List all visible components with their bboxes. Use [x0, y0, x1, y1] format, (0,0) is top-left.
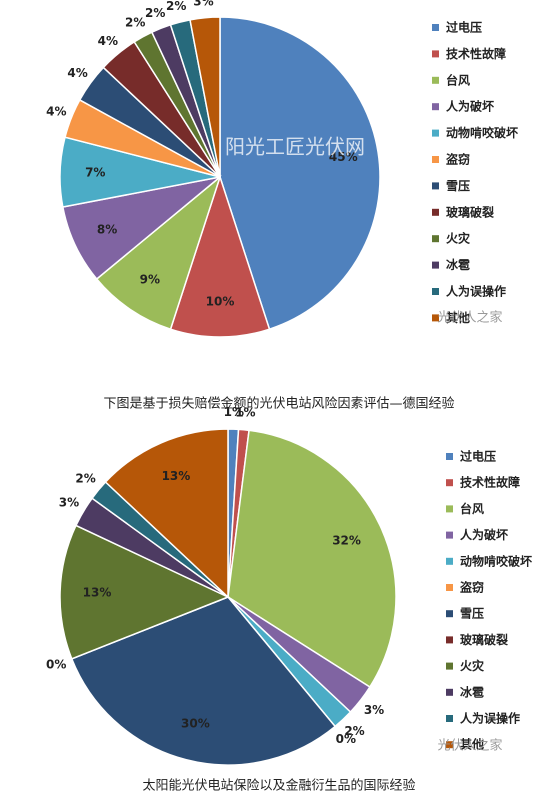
pie-slice: [70, 596, 337, 766]
data-label: 4%: [67, 66, 87, 80]
legend-label: 过电压: [460, 449, 496, 464]
legend-swatch: [446, 479, 453, 487]
legend-swatch: [446, 531, 453, 539]
data-label: 2%: [145, 6, 165, 20]
legend-swatch: [432, 76, 439, 84]
data-label: 2%: [344, 724, 364, 738]
data-label: 45%: [329, 150, 358, 164]
data-label: 2%: [166, 0, 186, 13]
legend-label: 玻璃破裂: [446, 204, 494, 219]
pie-slice: [59, 524, 230, 660]
data-label: 32%: [332, 534, 361, 548]
legend-label: 人为破坏: [446, 99, 494, 114]
legend-label: 其他: [446, 310, 470, 325]
legend-label: 技术性故障: [446, 46, 506, 61]
legend-swatch: [432, 208, 439, 216]
watermark: 光伏人之家: [437, 310, 502, 326]
legend-label: 冰雹: [446, 257, 470, 272]
data-label: 8%: [97, 223, 117, 237]
data-label: 3%: [59, 495, 79, 509]
legend-swatch: [432, 261, 439, 269]
data-label: 2%: [125, 15, 145, 29]
legend-swatch: [432, 156, 439, 163]
legend-swatch: [446, 662, 453, 670]
data-label: 13%: [83, 585, 112, 599]
data-label: 2%: [75, 472, 95, 486]
legend-label: 过电压: [446, 20, 482, 35]
legend-swatch: [432, 288, 439, 295]
legend-swatch: [446, 688, 453, 696]
legend-label: 盗窃: [460, 580, 484, 595]
data-label: 30%: [181, 716, 210, 730]
data-label: 0%: [336, 732, 356, 746]
legend-swatch: [432, 182, 439, 190]
legend-label: 冰雹: [460, 684, 484, 699]
legend-swatch: [446, 636, 453, 644]
data-label: 3%: [364, 703, 384, 717]
data-label: 10%: [206, 294, 235, 308]
legend-swatch: [432, 50, 439, 58]
legend-swatch: [446, 715, 453, 722]
data-label: 0%: [46, 658, 66, 672]
watermark: 光伏人之家: [437, 738, 502, 754]
legend-label: 动物啃咬破坏: [460, 553, 532, 568]
legend-swatch: [446, 741, 453, 749]
data-label: 13%: [162, 469, 191, 483]
data-label: 4%: [98, 34, 118, 48]
pie-slice: [169, 174, 271, 338]
caption: 太阳能光伏电站保险以及金融衍生品的国际经验: [142, 778, 415, 794]
legend-label: 火灾: [446, 231, 471, 246]
legend-label: 雪压: [446, 179, 470, 193]
legend-swatch: [432, 129, 439, 137]
legend-label: 技术性故障: [460, 475, 520, 490]
legend-swatch: [446, 610, 453, 618]
legend-label: 台风: [446, 72, 470, 87]
legend-swatch: [446, 505, 453, 513]
caption: 下图是基于损失赔偿金额的光伏电站风险因素评估—德国经验: [103, 396, 454, 412]
legend-label: 人为误操作: [446, 284, 506, 299]
legend-swatch: [446, 584, 453, 591]
pie-slice: [95, 174, 222, 331]
watermark: 阳光工匠光伏网: [225, 135, 365, 159]
legend-swatch: [432, 24, 439, 31]
data-label: 7%: [85, 166, 105, 180]
legend-swatch: [432, 314, 439, 322]
data-label: 1%: [224, 405, 244, 419]
data-label: 9%: [140, 273, 160, 287]
legend-label: 盗窃: [446, 152, 470, 167]
legend-label: 玻璃破裂: [460, 632, 508, 647]
legend-swatch: [446, 557, 453, 565]
pie-slice: [219, 16, 381, 331]
pie-slice: [189, 16, 221, 178]
legend-label: 其他: [460, 737, 484, 752]
data-label: 4%: [46, 105, 66, 119]
legend-label: 人为破坏: [460, 527, 508, 542]
data-label: 3%: [193, 0, 213, 8]
legend-label: 人为误操作: [460, 711, 520, 726]
pie-slice: [104, 428, 229, 599]
legend-swatch: [432, 103, 439, 111]
legend-label: 台风: [460, 501, 484, 516]
legend-label: 雪压: [460, 607, 484, 621]
legend-label: 动物啃咬破坏: [446, 125, 518, 140]
legend-label: 火灾: [460, 658, 485, 673]
legend-swatch: [432, 235, 439, 243]
legend-swatch: [446, 453, 453, 460]
data-label: 1%: [235, 406, 255, 420]
